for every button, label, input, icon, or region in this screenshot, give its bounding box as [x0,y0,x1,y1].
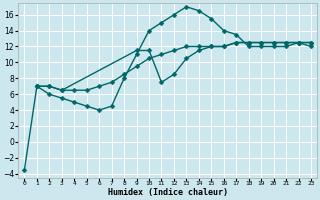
X-axis label: Humidex (Indice chaleur): Humidex (Indice chaleur) [108,188,228,197]
